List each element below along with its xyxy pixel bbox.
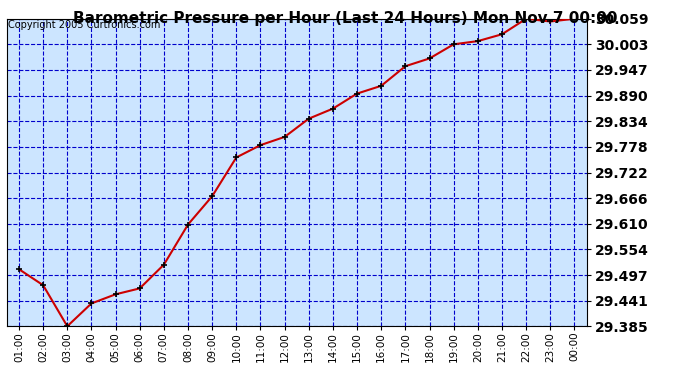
- Text: Copyright 2005 Curtronics.com: Copyright 2005 Curtronics.com: [8, 20, 161, 30]
- Text: Barometric Pressure per Hour (Last 24 Hours) Mon Nov 7 00:00: Barometric Pressure per Hour (Last 24 Ho…: [72, 11, 618, 26]
